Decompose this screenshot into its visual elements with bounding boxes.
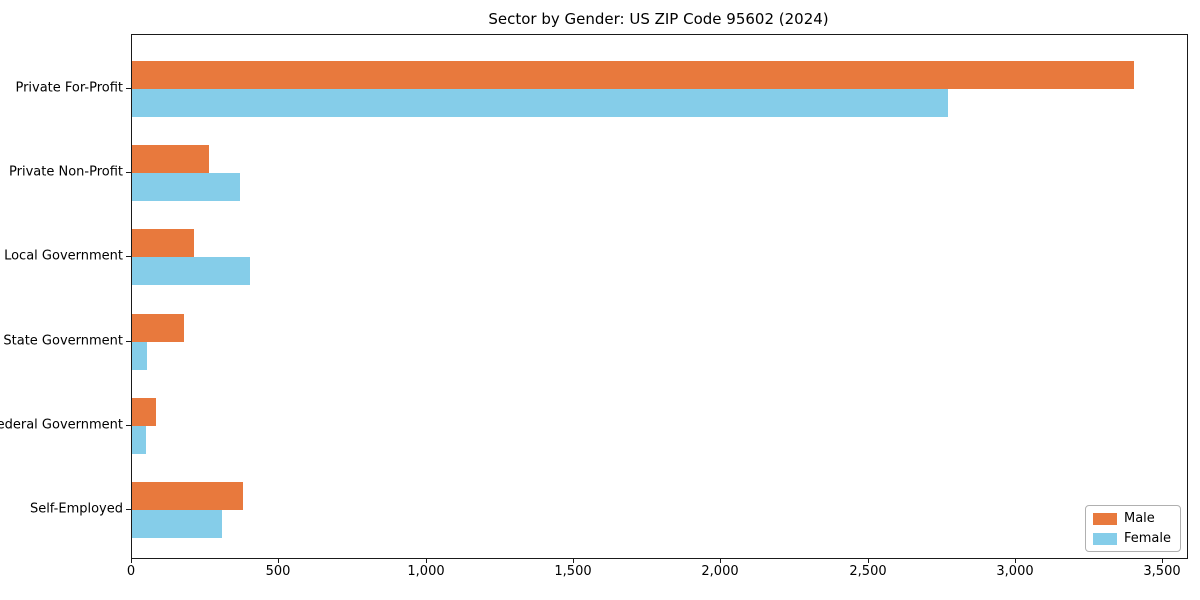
xtick-label-0: 0 <box>126 564 136 579</box>
xtick-mark <box>1015 558 1016 563</box>
bar-male-local-government <box>132 229 194 257</box>
ytick-mark <box>126 256 131 257</box>
xtick-mark <box>573 558 574 563</box>
xtick-label-500: 500 <box>265 564 291 579</box>
bar-male-self-employed <box>132 482 243 510</box>
bar-male-federal-government <box>132 398 156 426</box>
ytick-label-federal-government: Federal Government <box>0 417 123 433</box>
xtick-label-1500: 1,500 <box>554 564 592 579</box>
xtick-mark <box>278 558 279 563</box>
bar-female-state-government <box>132 342 147 370</box>
ytick-mark <box>126 425 131 426</box>
bar-female-self-employed <box>132 510 222 538</box>
legend-label-female: Female <box>1123 531 1171 546</box>
legend: Male Female <box>1084 505 1181 552</box>
ytick-mark <box>126 341 131 342</box>
legend-item-male: Male <box>1092 511 1171 526</box>
ytick-label-local-government: Local Government <box>4 248 123 264</box>
plot-area: Male Female <box>131 34 1188 559</box>
legend-swatch-male <box>1092 512 1117 525</box>
xtick-mark <box>1162 558 1163 563</box>
xtick-label-3500: 3,500 <box>1143 564 1181 579</box>
bar-female-private-non-profit <box>132 173 240 201</box>
xtick-label-1000: 1,000 <box>407 564 445 579</box>
ytick-label-self-employed: Self-Employed <box>29 501 123 517</box>
ytick-mark <box>126 88 131 89</box>
xtick-label-3000: 3,000 <box>996 564 1034 579</box>
legend-item-female: Female <box>1092 531 1171 546</box>
bar-male-state-government <box>132 314 184 342</box>
xtick-mark <box>131 558 132 563</box>
ytick-mark <box>126 172 131 173</box>
legend-label-male: Male <box>1123 511 1155 526</box>
ytick-label-state-government: State Government <box>3 333 123 349</box>
bar-female-federal-government <box>132 426 146 454</box>
xtick-label-2500: 2,500 <box>849 564 887 579</box>
xtick-mark <box>720 558 721 563</box>
bar-male-private-for-profit <box>132 61 1134 89</box>
chart-title: Sector by Gender: US ZIP Code 95602 (202… <box>488 10 829 28</box>
xtick-label-2000: 2,000 <box>701 564 739 579</box>
bar-female-local-government <box>132 257 250 285</box>
legend-swatch-female <box>1092 532 1117 545</box>
ytick-mark <box>126 509 131 510</box>
xtick-mark <box>426 558 427 563</box>
ytick-label-private-non-profit: Private Non-Profit <box>9 164 123 180</box>
xtick-mark <box>868 558 869 563</box>
bar-male-private-non-profit <box>132 145 209 173</box>
ytick-label-private-for-profit: Private For-Profit <box>15 80 123 96</box>
bar-female-private-for-profit <box>132 89 948 117</box>
